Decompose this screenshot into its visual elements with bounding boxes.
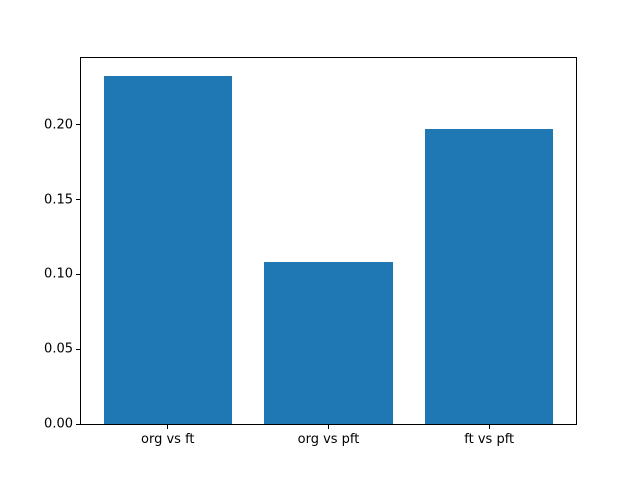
bar-org-vs-pft: [264, 262, 393, 424]
y-tick-mark: [76, 423, 80, 425]
y-tick-label: 0.20: [44, 117, 73, 133]
plot-area: 0.00 0.05 0.10 0.15 0.20 org vs ft org vs pft f…: [44, 57, 577, 447]
y-tick-label: 0.00: [44, 416, 73, 432]
y-tick-label: 0.10: [44, 266, 73, 282]
y-tick-mark: [76, 348, 80, 350]
y-tick-mark: [76, 124, 80, 126]
x-tick-mark: [167, 425, 169, 429]
x-tick-label: org vs pft: [297, 432, 360, 447]
bar-ft-vs-pft: [424, 129, 554, 424]
bar-org-vs-ft: [103, 75, 233, 424]
x-tick-label: ft vs pft: [464, 432, 515, 447]
y-tick-label: 0.15: [44, 192, 73, 208]
x-tick-mark: [488, 425, 490, 429]
x-tick-label: org vs ft: [141, 432, 195, 447]
y-tick-label: 0.05: [44, 341, 73, 357]
y-tick-mark: [76, 273, 80, 275]
y-tick-mark: [76, 199, 80, 201]
x-tick-mark: [328, 425, 329, 429]
